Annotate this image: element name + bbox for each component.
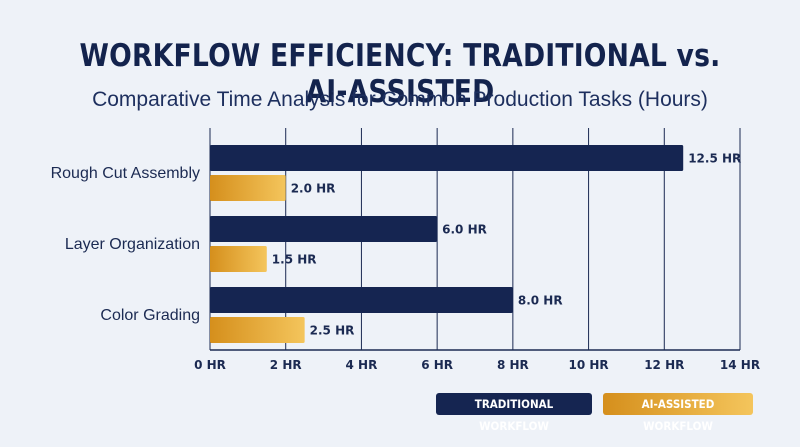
chart-title: WORKFLOW EFFICIENCY: TRADITIONAL vs. AI-… [79, 38, 721, 110]
bar-traditional [210, 216, 438, 242]
legend-traditional-label: TRADITIONAL WORKFLOW [474, 397, 554, 433]
category-label: Color Grading [100, 307, 200, 324]
x-tick-label: 6 HR [421, 358, 453, 372]
data-label: 2.5 HR [310, 324, 355, 338]
bar-ai-assisted [210, 175, 286, 201]
data-label: 12.5 HR [688, 152, 741, 166]
bar-ai-assisted [210, 317, 305, 343]
data-label: 8.0 HR [518, 294, 563, 308]
data-label: 6.0 HR [442, 223, 487, 237]
bar-ai-assisted [210, 246, 267, 272]
legend-traditional: TRADITIONAL WORKFLOW [436, 393, 592, 433]
bars [210, 145, 684, 343]
legend-ai-label: AI-ASSISTED WORKFLOW [641, 397, 715, 433]
data-labels: Rough Cut Assembly 12.5 HR 2.0 HR Layer Org… [51, 152, 742, 338]
x-tick-label: 4 HR [346, 358, 378, 372]
category-label: Rough Cut Assembly [51, 165, 200, 182]
chart-subtitle: Comparative Time Analysis for Common Pro… [92, 88, 708, 111]
x-tick-label: 14 HR [720, 358, 760, 372]
x-tick-label: 12 HR [644, 358, 684, 372]
category-label: Layer Organization [65, 236, 200, 253]
x-tick-label: 10 HR [568, 358, 608, 372]
bar-traditional [210, 287, 513, 313]
data-label: 1.5 HR [272, 253, 317, 267]
x-tick-label: 2 HR [270, 358, 302, 372]
x-tick-label: 8 HR [497, 358, 529, 372]
bar-traditional [210, 145, 684, 171]
x-tick-label: 0 HR [194, 358, 226, 372]
data-label: 2.0 HR [291, 182, 336, 196]
legend-ai-assisted: AI-ASSISTED WORKFLOW [603, 393, 753, 433]
axes: 0 HR 2 HR 4 HR 6 HR 8 HR 10 HR 12 HR 14 HR [194, 349, 760, 372]
